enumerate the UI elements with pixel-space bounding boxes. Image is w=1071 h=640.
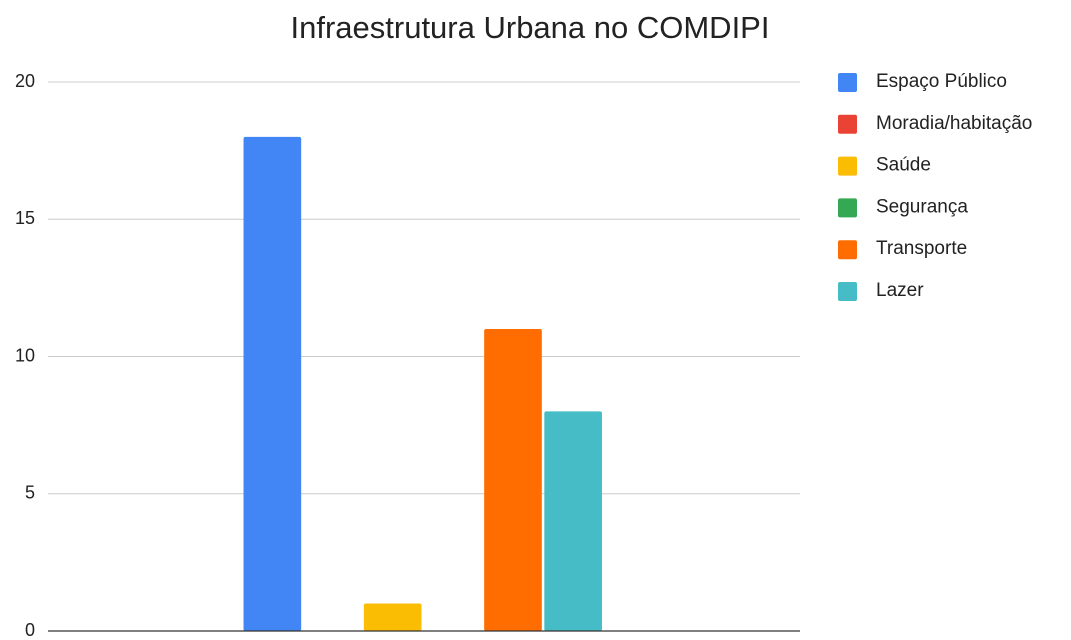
legend-label: Segurança xyxy=(876,196,968,217)
legend-swatch xyxy=(838,198,857,218)
legend-label: Transporte xyxy=(876,238,967,259)
legend-swatch xyxy=(838,156,857,176)
legend-label: Espaço Público xyxy=(876,71,1007,92)
legend-label: Moradia/habitação xyxy=(876,113,1032,134)
legend-label: Saúde xyxy=(876,155,931,176)
y-tick-label: 0 xyxy=(25,620,35,640)
legend-swatch xyxy=(838,282,857,301)
bar xyxy=(363,603,422,631)
y-tick-label: 20 xyxy=(15,71,35,91)
y-tick-label: 15 xyxy=(15,208,35,228)
bar xyxy=(484,329,542,631)
legend-swatch xyxy=(838,240,857,260)
chart-title: Infraestrutura Urbana no COMDIPI xyxy=(291,10,770,45)
bar xyxy=(544,411,602,631)
legend-label: Lazer xyxy=(876,280,924,301)
y-tick-label: 10 xyxy=(15,345,35,365)
bar xyxy=(243,136,302,631)
legend-swatch xyxy=(838,73,857,92)
legend-swatch xyxy=(838,114,857,134)
y-tick-label: 5 xyxy=(25,483,35,503)
